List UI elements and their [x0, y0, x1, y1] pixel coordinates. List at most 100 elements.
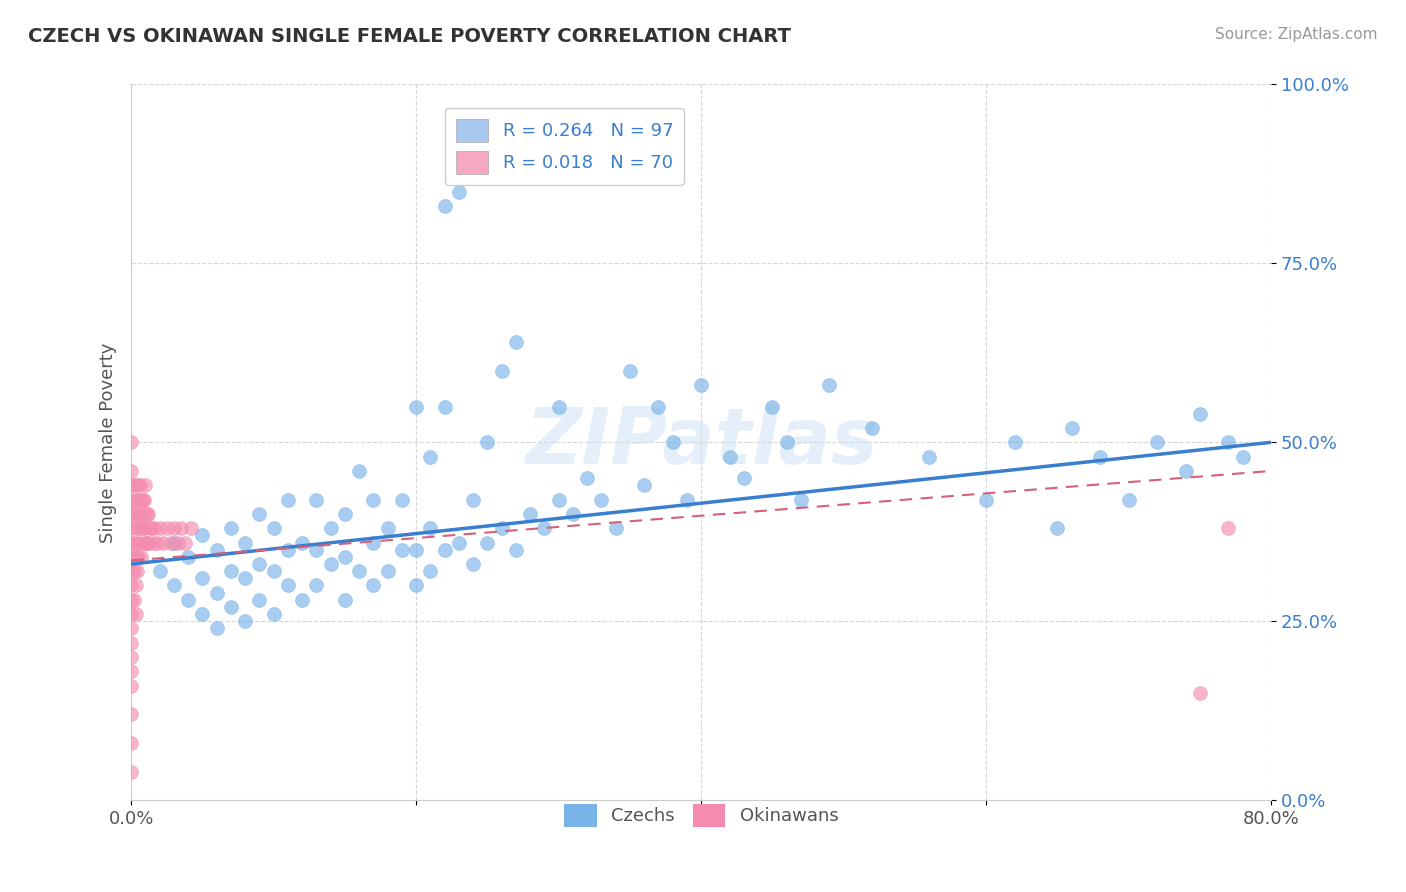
Point [122, 564, 145, 578]
Point [120, 521, 142, 535]
Point [233, 571, 256, 585]
Point [177, 592, 200, 607]
Point [149, 564, 172, 578]
Point [305, 492, 328, 507]
Point [419, 564, 441, 578]
Point [647, 400, 669, 414]
Point [718, 450, 741, 464]
Point [128, 507, 150, 521]
Point [363, 492, 385, 507]
Point [167, 535, 190, 549]
Point [152, 535, 174, 549]
Point [120, 650, 142, 665]
Point [163, 578, 186, 592]
Point [124, 492, 146, 507]
Point [127, 549, 149, 564]
Point [547, 400, 569, 414]
Point [776, 435, 799, 450]
Point [120, 607, 142, 621]
Point [433, 199, 456, 213]
Point [174, 535, 197, 549]
Point [143, 521, 166, 535]
Point [1118, 492, 1140, 507]
Point [122, 535, 145, 549]
Point [120, 507, 142, 521]
Point [491, 364, 513, 378]
Point [333, 549, 356, 564]
Point [120, 578, 142, 592]
Point [1060, 421, 1083, 435]
Point [305, 542, 328, 557]
Point [125, 478, 148, 492]
Point [163, 535, 186, 549]
Point [191, 571, 214, 585]
Point [519, 507, 541, 521]
Point [1218, 521, 1240, 535]
Point [405, 400, 427, 414]
Point [419, 521, 441, 535]
Point [128, 478, 150, 492]
Point [676, 492, 699, 507]
Point [249, 557, 271, 571]
Point [633, 478, 655, 492]
Point [547, 492, 569, 507]
Point [433, 400, 456, 414]
Legend: Czechs, Okinawans: Czechs, Okinawans [557, 797, 845, 834]
Point [205, 542, 228, 557]
Point [533, 521, 555, 535]
Point [120, 707, 142, 722]
Point [576, 471, 599, 485]
Point [120, 435, 142, 450]
Point [277, 578, 299, 592]
Point [505, 542, 527, 557]
Point [191, 607, 214, 621]
Point [790, 492, 813, 507]
Point [180, 521, 202, 535]
Point [377, 564, 399, 578]
Point [219, 599, 242, 614]
Point [447, 185, 470, 199]
Point [120, 535, 142, 549]
Point [142, 535, 165, 549]
Point [1174, 464, 1197, 478]
Point [170, 521, 193, 535]
Point [120, 736, 142, 750]
Point [1004, 435, 1026, 450]
Point [561, 507, 583, 521]
Point [818, 378, 841, 392]
Point [219, 521, 242, 535]
Point [146, 535, 169, 549]
Point [249, 592, 271, 607]
Point [134, 478, 156, 492]
Point [333, 592, 356, 607]
Point [391, 492, 413, 507]
Point [263, 607, 285, 621]
Y-axis label: Single Female Poverty: Single Female Poverty [100, 343, 117, 542]
Point [761, 400, 783, 414]
Point [141, 521, 163, 535]
Point [120, 592, 142, 607]
Point [122, 592, 145, 607]
Point [249, 507, 271, 521]
Point [277, 542, 299, 557]
Point [131, 521, 153, 535]
Point [491, 521, 513, 535]
Point [263, 564, 285, 578]
Point [447, 535, 470, 549]
Point [160, 535, 183, 549]
Point [120, 665, 142, 679]
Point [333, 507, 356, 521]
Point [138, 507, 160, 521]
Point [135, 507, 157, 521]
Point [120, 564, 142, 578]
Point [219, 564, 242, 578]
Point [134, 507, 156, 521]
Point [129, 492, 152, 507]
Point [139, 521, 162, 535]
Point [363, 535, 385, 549]
Point [619, 364, 641, 378]
Point [419, 450, 441, 464]
Point [233, 614, 256, 628]
Point [347, 564, 370, 578]
Point [319, 557, 342, 571]
